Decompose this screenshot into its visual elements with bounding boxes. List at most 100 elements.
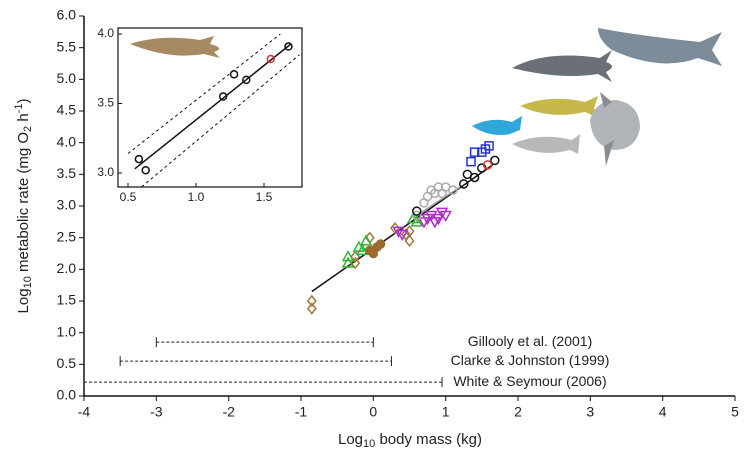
point [459, 179, 469, 189]
point [390, 221, 400, 235]
x-tick-label: 4 [659, 404, 667, 420]
inset-x-tick-label: 0.5 [120, 190, 137, 204]
y-label-part: 2 [22, 126, 34, 132]
point [430, 188, 440, 199]
x-tick-label: -1 [295, 404, 308, 420]
inset-plot: 0.5 1.0 1.5 3.0 3.5 4.0 [97, 26, 303, 204]
fit-line [127, 33, 281, 154]
y-tick-label: 1.5 [57, 292, 77, 308]
point [439, 210, 452, 223]
point [435, 207, 449, 219]
range-label: Gillooly et al. (2001) [468, 333, 593, 349]
y-tick-label: 2.0 [57, 260, 77, 276]
parrotfish-icon [472, 116, 522, 135]
point [469, 172, 480, 183]
point [417, 217, 431, 229]
nurse-shark-icon [130, 36, 220, 58]
point [432, 213, 445, 226]
x-label-part: Log [338, 431, 363, 448]
y-tick-label: 5.0 [57, 70, 77, 86]
y-tick-label: 3.0 [57, 197, 77, 213]
fit-line [416, 186, 461, 217]
y-axis-label: Log10 metabolic rate (mg O2 h-1) [13, 99, 34, 314]
y-label-part: h [15, 113, 32, 126]
point [242, 75, 251, 85]
point [490, 155, 500, 166]
x-tick-label: -4 [78, 404, 91, 420]
point [482, 160, 493, 170]
point [411, 210, 422, 221]
point [466, 156, 476, 167]
x-tick-label: -2 [222, 404, 235, 420]
whale-shark-icon [598, 28, 722, 66]
point [375, 239, 386, 249]
point [400, 228, 411, 241]
point [437, 188, 447, 199]
fish-illustrations [472, 28, 722, 166]
range-label: White & Seymour (2006) [453, 373, 606, 389]
inset-x-tick-label: 1.5 [256, 190, 273, 204]
y-label-part: Log [15, 288, 32, 313]
point [218, 92, 228, 101]
y-tick-label: 6.0 [57, 7, 77, 23]
range-label: Clarke & Johnston (1999) [451, 352, 610, 368]
y-label-part: 10 [22, 276, 34, 288]
y-tick-label: 2.5 [57, 228, 77, 244]
grouper-icon [512, 134, 580, 154]
y-tick-label: 4.5 [57, 102, 77, 118]
point [410, 215, 424, 227]
inset-y-tick-label: 3.5 [97, 96, 114, 110]
x-label-part: body mass (kg) [375, 431, 482, 448]
shark-icon [512, 50, 612, 82]
inset-y-tick-label: 3.0 [97, 165, 114, 179]
point [141, 165, 150, 175]
point [448, 185, 458, 195]
y-tick-label: 5.5 [57, 38, 77, 54]
point [395, 229, 409, 242]
y-tick-label: 0.5 [57, 355, 77, 371]
y-label-part: metabolic rate (mg O [15, 132, 32, 276]
sunfish-icon [590, 100, 640, 150]
point [359, 234, 373, 246]
point [284, 42, 293, 51]
point [229, 70, 239, 79]
point [484, 141, 494, 151]
point [266, 54, 276, 64]
point [392, 226, 405, 238]
y-label-part: ) [15, 99, 32, 104]
sunfish-fins [600, 92, 614, 166]
inset-y-tick-label: 4.0 [97, 26, 114, 40]
x-tick-label: -3 [150, 404, 163, 420]
y-tick-label: 3.5 [57, 165, 77, 181]
x-tick-label: 2 [514, 404, 522, 420]
x-tick-label: 1 [442, 404, 450, 420]
x-tick-label: 0 [369, 404, 377, 420]
point [306, 302, 317, 315]
tuna-icon [520, 96, 598, 118]
x-label-part: 10 [363, 438, 375, 450]
point [306, 294, 317, 308]
main-plot: 0.0 0.5 1.0 1.5 2.0 2.5 3.0 3.5 4.0 4.5 5.0 5.5 6.0 -… [13, 7, 739, 450]
x-axis-label: Log10 body mass (kg) [338, 431, 482, 450]
point [341, 250, 355, 262]
point [428, 217, 442, 229]
y-tick-label: 1.0 [57, 323, 77, 339]
x-tick-label: 3 [586, 404, 594, 420]
fit-line [134, 43, 292, 170]
point [352, 240, 366, 252]
y-label-part: -1 [13, 104, 25, 114]
inset-x-tick-label: 1.0 [188, 190, 205, 204]
fit-line [141, 54, 300, 188]
point [411, 206, 422, 216]
point [341, 256, 355, 268]
point [134, 154, 144, 164]
fit-line [311, 164, 494, 293]
y-tick-label: 4.0 [57, 133, 77, 149]
point [356, 243, 369, 256]
y-tick-label: 0.0 [57, 387, 77, 403]
point [364, 245, 375, 256]
point [469, 147, 480, 157]
x-tick-label: 5 [731, 404, 739, 420]
